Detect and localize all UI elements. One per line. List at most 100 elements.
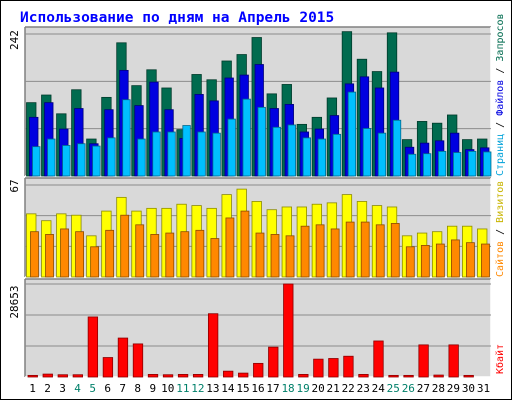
legend-item-kbytes: Кбайт: [494, 344, 506, 374]
bar-pages-day-16: [257, 106, 266, 177]
bar-sites-day-18: [285, 235, 295, 278]
bar-sites-day-19: [300, 225, 310, 278]
bar-pages-day-12: [197, 131, 206, 177]
x-tick-label-day-3: 3: [59, 382, 66, 395]
bar-sites-day-28: [435, 243, 445, 278]
bar-sites-day-7: [120, 214, 130, 278]
bar-pages-day-18: [287, 124, 296, 177]
bar-sites-day-16: [255, 232, 265, 278]
bar-pages-day-4: [77, 143, 86, 177]
bar-kbytes-day-28: [433, 374, 444, 378]
bar-kbytes-day-20: [313, 358, 324, 378]
x-tick-label-day-31: 31: [477, 382, 490, 395]
legend-separator: /: [495, 116, 506, 134]
x-tick-label-day-4: 4: [74, 382, 81, 395]
x-tick-label-day-12: 12: [191, 382, 204, 395]
bar-kbytes-day-18: [283, 283, 294, 378]
x-tick-label-day-18: 18: [281, 382, 294, 395]
x-tick-label-day-30: 30: [462, 382, 475, 395]
bar-sites-day-10: [165, 232, 175, 278]
legend-item-sites: Сайтов: [494, 241, 506, 277]
bar-sites-day-5: [90, 246, 100, 278]
bar-kbytes-day-17: [268, 346, 279, 378]
bar-kbytes-day-6: [102, 357, 114, 378]
bar-pages-day-31: [483, 151, 492, 177]
legend-item-files: Файлов: [494, 80, 506, 116]
legend-item-pages: Страниц: [495, 134, 506, 176]
x-tick-label-day-24: 24: [372, 382, 386, 395]
bar-kbytes-day-22: [343, 355, 354, 378]
bar-kbytes-day-23: [358, 374, 369, 378]
bar-pages-day-9: [152, 131, 161, 177]
x-tick-label-day-2: 2: [44, 382, 51, 395]
bar-pages-day-13: [212, 132, 221, 177]
x-tick-label-day-5: 5: [89, 382, 96, 395]
bar-pages-day-14: [227, 118, 236, 177]
bar-sites-day-22: [345, 221, 355, 278]
x-tick-label-day-1: 1: [29, 382, 36, 395]
kbytes-ymax-label: 28653: [8, 285, 21, 318]
bar-sites-day-8: [135, 224, 145, 278]
legend-mid-text: Сайтов / Визитов: [494, 181, 506, 277]
bar-kbytes-day-3: [57, 374, 68, 378]
bar-sites-day-3: [60, 228, 69, 278]
bar-sites-day-25: [390, 223, 400, 278]
bar-pages-day-25: [392, 119, 402, 177]
bar-sites-day-14: [225, 217, 235, 278]
bar-pages-day-7: [122, 99, 131, 177]
x-tick-label-day-7: 7: [119, 382, 126, 395]
legend-top-text: Страниц / Файлов / Запросов: [494, 13, 506, 176]
bar-sites-day-23: [360, 221, 370, 278]
x-tick-label-day-8: 8: [134, 382, 141, 395]
x-tick-label-day-10: 10: [161, 382, 174, 395]
bar-pages-day-30: [468, 150, 477, 177]
legend-item-hits: Запросов: [495, 13, 506, 61]
x-tick-label-day-28: 28: [432, 382, 445, 395]
bar-sites-day-20: [315, 224, 325, 278]
x-tick-label-day-29: 29: [447, 382, 460, 395]
bar-kbytes-day-9: [147, 374, 159, 378]
bar-pages-day-23: [362, 128, 372, 177]
bar-kbytes-day-7: [117, 337, 129, 378]
x-tick-label-day-11: 11: [176, 382, 189, 395]
x-tick-label-day-6: 6: [104, 382, 111, 395]
bar-sites-day-4: [75, 231, 84, 278]
bar-sites-day-13: [210, 238, 220, 278]
bar-kbytes-day-24: [373, 340, 384, 378]
bar-kbytes-day-13: [207, 313, 219, 378]
x-tick-label-day-19: 19: [296, 382, 309, 395]
bar-pages-day-21: [332, 133, 342, 177]
bar-kbytes-day-25: [388, 374, 399, 378]
bar-kbytes-day-11: [177, 374, 189, 378]
bar-pages-day-20: [317, 138, 327, 177]
bar-sites-day-27: [420, 245, 430, 278]
bar-pages-day-1: [32, 146, 41, 177]
bar-kbytes-day-19: [298, 374, 309, 378]
x-tick-label-day-9: 9: [149, 382, 156, 395]
legend-separator: /: [495, 62, 506, 80]
x-tick-label-day-14: 14: [221, 382, 235, 395]
bar-sites-day-15: [240, 210, 250, 278]
x-tick-label-day-25: 25: [387, 382, 400, 395]
bar-sites-day-2: [45, 234, 54, 278]
bar-sites-day-21: [330, 228, 340, 278]
bar-pages-day-27: [422, 153, 432, 177]
legend-visits-sites: Сайтов / Визитов: [494, 181, 506, 277]
bar-pages-day-29: [453, 152, 462, 177]
bar-kbytes-day-29: [448, 344, 459, 378]
bar-kbytes-day-1: [27, 374, 38, 378]
bar-sites-day-11: [180, 231, 190, 278]
visits-ymax-label: 67: [8, 179, 21, 192]
bar-kbytes-day-10: [162, 374, 174, 378]
legend-hits-files-pages: Страниц / Файлов / Запросов: [494, 13, 506, 176]
bar-pages-day-11: [182, 125, 191, 177]
bar-pages-day-5: [92, 145, 101, 177]
bar-pages-day-17: [272, 126, 281, 177]
bar-pages-day-28: [437, 150, 447, 177]
bar-kbytes-day-12: [192, 374, 204, 378]
hits-files-pages-panel: 242: [8, 26, 492, 177]
visits-sites-panel: 67: [8, 177, 492, 278]
legend-separator: /: [495, 223, 506, 241]
bar-sites-day-12: [195, 229, 205, 278]
